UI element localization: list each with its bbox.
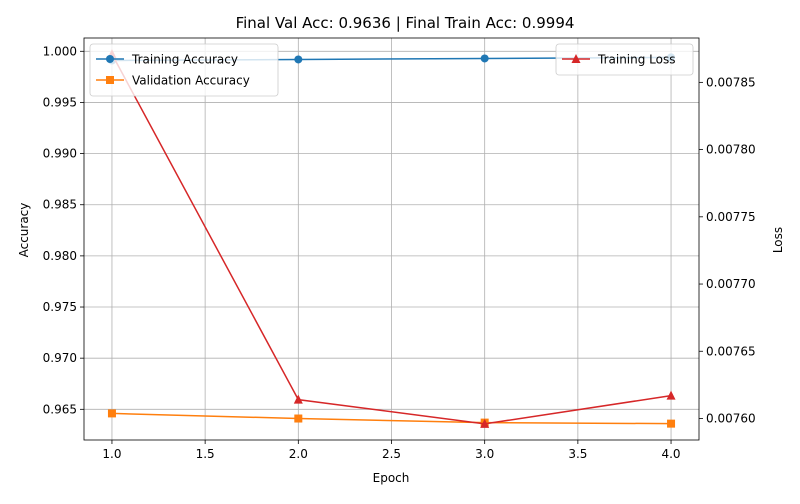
x-tick-label: 3.5 [568,447,587,461]
validation-accuracy-point [667,419,676,428]
x-tick-label: 3.0 [475,447,494,461]
y-tick-label: 0.995 [43,95,77,109]
x-tick-label: 1.5 [196,447,215,461]
legend-box [555,43,694,76]
training-loss-line [111,53,672,425]
y2-tick-label: 0.00780 [706,143,756,157]
legend-marker-training-accuracy [106,55,114,63]
x-tick-label: 2.5 [382,447,401,461]
training-loss-point [480,418,490,428]
validation-accuracy-point [107,409,116,418]
validation-accuracy-point [294,414,303,423]
y-axis-label: Accuracy [17,203,31,258]
y2-tick-label: 0.00760 [706,411,756,425]
legend-marker-validation-accuracy [106,76,114,84]
y2-tick-label: 0.00785 [706,75,756,89]
y-tick-label: 1.000 [43,44,77,58]
y-tick-label: 0.980 [43,249,77,263]
axes-layer: 1.0 1.5 2.0 2.5 3.0 3.5 4.0 0.965 0.970 0.975 0.98… [43,37,756,461]
y-tick-label: 0.970 [43,351,77,365]
legend-marker-training-loss [571,54,581,63]
y-tick-label: 0.985 [43,198,77,212]
validation-accuracy-line [111,412,672,425]
x-tick-label: 4.0 [661,447,680,461]
y2-axis-label: Loss [771,227,785,253]
legend-label-training-loss: Training Loss [597,53,675,67]
training-accuracy-point [294,55,303,64]
y-tick-label: 0.965 [43,402,77,416]
y2-tick-label: 0.00775 [706,210,756,224]
x-tick-label: 2.0 [289,447,308,461]
y-tick-label: 0.975 [43,300,77,314]
legend-layer: Training Accuracy Validation Accuracy Trai… [89,43,694,97]
chart-title: Final Val Acc: 0.9636 | Final Train Acc:… [236,14,575,32]
x-tick-label: 1.0 [102,447,121,461]
training-loss-point [666,390,676,400]
plot-frame [83,37,700,441]
training-accuracy-point [480,54,489,63]
legend-label-validation-accuracy: Validation Accuracy [132,74,250,88]
y-tick-label: 0.990 [43,147,77,161]
training-loss-point [293,394,303,404]
x-axis-label: Epoch [373,471,410,485]
grid-lines [84,38,699,440]
legend-box [89,43,279,97]
legend-label-training-accuracy: Training Accuracy [131,53,238,67]
y2-tick-label: 0.00770 [706,277,756,291]
y2-tick-label: 0.00765 [706,344,756,358]
